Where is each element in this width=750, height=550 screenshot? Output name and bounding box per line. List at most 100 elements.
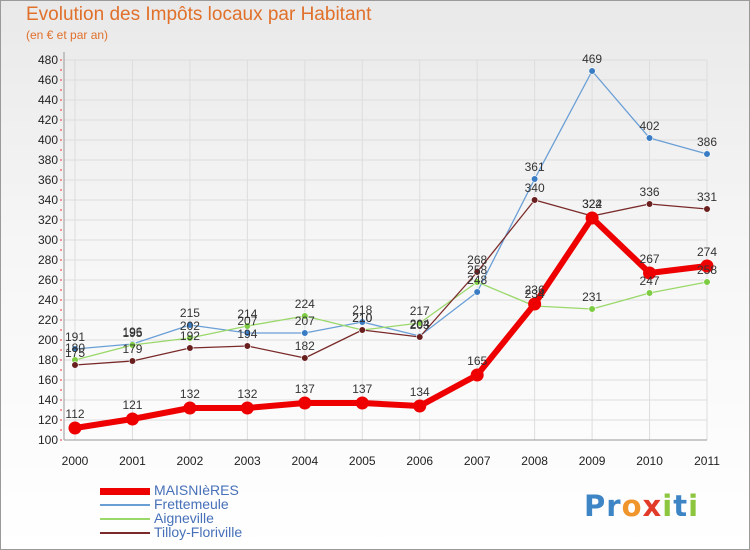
data-label: 268 bbox=[467, 253, 487, 267]
data-label: 207 bbox=[237, 314, 257, 328]
data-label: 274 bbox=[697, 245, 717, 259]
data-point bbox=[470, 368, 484, 382]
data-point bbox=[528, 297, 542, 311]
data-point bbox=[243, 322, 251, 330]
series-line-maisnières bbox=[74, 215, 708, 431]
data-label: 204 bbox=[410, 317, 430, 331]
logo-letter: o bbox=[621, 489, 643, 523]
axes bbox=[60, 52, 707, 441]
y-axis-ticks: 100 120 140 160 180 200 220 240 260 280 300 320 340 3… bbox=[38, 53, 58, 447]
data-label: 179 bbox=[122, 342, 142, 356]
data-label: 247 bbox=[640, 274, 660, 288]
data-label: 182 bbox=[295, 339, 315, 353]
x-tick-label: 2004 bbox=[291, 454, 318, 468]
data-label: 248 bbox=[467, 273, 487, 287]
x-tick-label: 2009 bbox=[579, 454, 606, 468]
data-label: 331 bbox=[697, 190, 717, 204]
data-point bbox=[531, 196, 539, 204]
data-label: 322 bbox=[582, 197, 602, 211]
data-label: 112 bbox=[65, 407, 84, 421]
data-point bbox=[703, 278, 711, 286]
y-tick-label: 100 bbox=[38, 433, 58, 447]
data-point bbox=[585, 211, 599, 225]
data-label: 195 bbox=[122, 326, 142, 340]
y-tick-label: 360 bbox=[38, 173, 58, 187]
data-label: 210 bbox=[352, 311, 372, 325]
data-point bbox=[301, 329, 309, 337]
data-point bbox=[531, 175, 539, 183]
y-tick-label: 340 bbox=[38, 193, 58, 207]
legend-item-frettemeule: Frettemeule bbox=[100, 496, 340, 512]
data-label: 137 bbox=[295, 382, 315, 396]
x-tick-label: 2006 bbox=[406, 454, 433, 468]
data-label: 217 bbox=[410, 304, 430, 318]
data-label: 191 bbox=[65, 330, 85, 344]
legend-item-aigneville: Aigneville bbox=[100, 510, 340, 526]
data-point bbox=[700, 259, 714, 273]
x-tick-label: 2011 bbox=[694, 454, 720, 468]
data-label: 258 bbox=[467, 263, 487, 277]
legend-label: Aigneville bbox=[154, 510, 214, 526]
data-point bbox=[643, 266, 657, 280]
y-tick-label: 180 bbox=[38, 353, 58, 367]
data-point bbox=[588, 67, 596, 75]
data-label: 196 bbox=[122, 325, 142, 339]
data-point bbox=[128, 357, 137, 365]
legend-swatch bbox=[100, 488, 150, 495]
logo-letter: P bbox=[584, 489, 607, 523]
logo-letter: t bbox=[673, 489, 689, 523]
data-point bbox=[645, 289, 654, 297]
data-label: 132 bbox=[237, 387, 257, 401]
data-label: 203 bbox=[410, 318, 430, 332]
data-label: 469 bbox=[582, 52, 602, 66]
data-label: 258 bbox=[697, 263, 717, 277]
legend-swatch bbox=[100, 518, 150, 520]
data-label: 336 bbox=[640, 185, 660, 199]
data-point bbox=[355, 396, 369, 410]
data-point bbox=[703, 150, 711, 158]
legend-label: Tilloy-Floriville bbox=[154, 524, 243, 540]
data-label: 202 bbox=[180, 319, 200, 333]
data-label: 165 bbox=[467, 354, 487, 368]
y-tick-label: 400 bbox=[38, 133, 58, 147]
legend: MAISNIèRES Frettemeule Aigneville Tilloy… bbox=[100, 482, 340, 540]
data-point bbox=[358, 318, 366, 326]
x-axis-ticks: 2000 2001 2002 2003 2004 2005 2006 2007 2008 2009… bbox=[62, 454, 721, 468]
y-tick-label: 420 bbox=[38, 113, 58, 127]
chart-subtitle: (en € et par an) bbox=[26, 28, 109, 42]
y-tick-label: 240 bbox=[38, 293, 58, 307]
data-point bbox=[473, 278, 481, 286]
data-label: 210 bbox=[352, 311, 372, 325]
y-tick-label: 280 bbox=[38, 253, 58, 267]
logo-letter: r bbox=[606, 489, 622, 523]
data-point bbox=[301, 354, 309, 362]
data-point bbox=[645, 134, 654, 142]
data-point bbox=[71, 361, 79, 369]
y-tick-label: 140 bbox=[38, 393, 58, 407]
proxiti-logo: Proxiti bbox=[584, 489, 699, 523]
legend-label: Frettemeule bbox=[154, 496, 229, 512]
data-point bbox=[358, 326, 366, 334]
data-point bbox=[186, 334, 194, 342]
x-tick-label: 2000 bbox=[62, 454, 89, 468]
x-tick-label: 2008 bbox=[521, 454, 548, 468]
data-point bbox=[301, 312, 309, 320]
data-label: 132 bbox=[180, 387, 200, 401]
data-label: 340 bbox=[525, 181, 545, 195]
legend-item-maisnieres: MAISNIèRES bbox=[100, 482, 340, 498]
grid-lines bbox=[64, 59, 708, 441]
data-label: 121 bbox=[122, 398, 142, 412]
x-tick-label: 2003 bbox=[234, 454, 261, 468]
data-point bbox=[645, 200, 654, 208]
data-label: 324 bbox=[582, 197, 602, 211]
data-point bbox=[125, 412, 139, 426]
x-tick-label: 2001 bbox=[119, 454, 146, 468]
x-tick-label: 2002 bbox=[177, 454, 204, 468]
logo-letter: i bbox=[688, 489, 700, 523]
data-point bbox=[298, 396, 312, 410]
data-label: 194 bbox=[237, 327, 257, 341]
data-point bbox=[703, 205, 711, 213]
data-point bbox=[128, 341, 137, 349]
data-label: 214 bbox=[237, 307, 257, 321]
data-point bbox=[183, 401, 197, 415]
